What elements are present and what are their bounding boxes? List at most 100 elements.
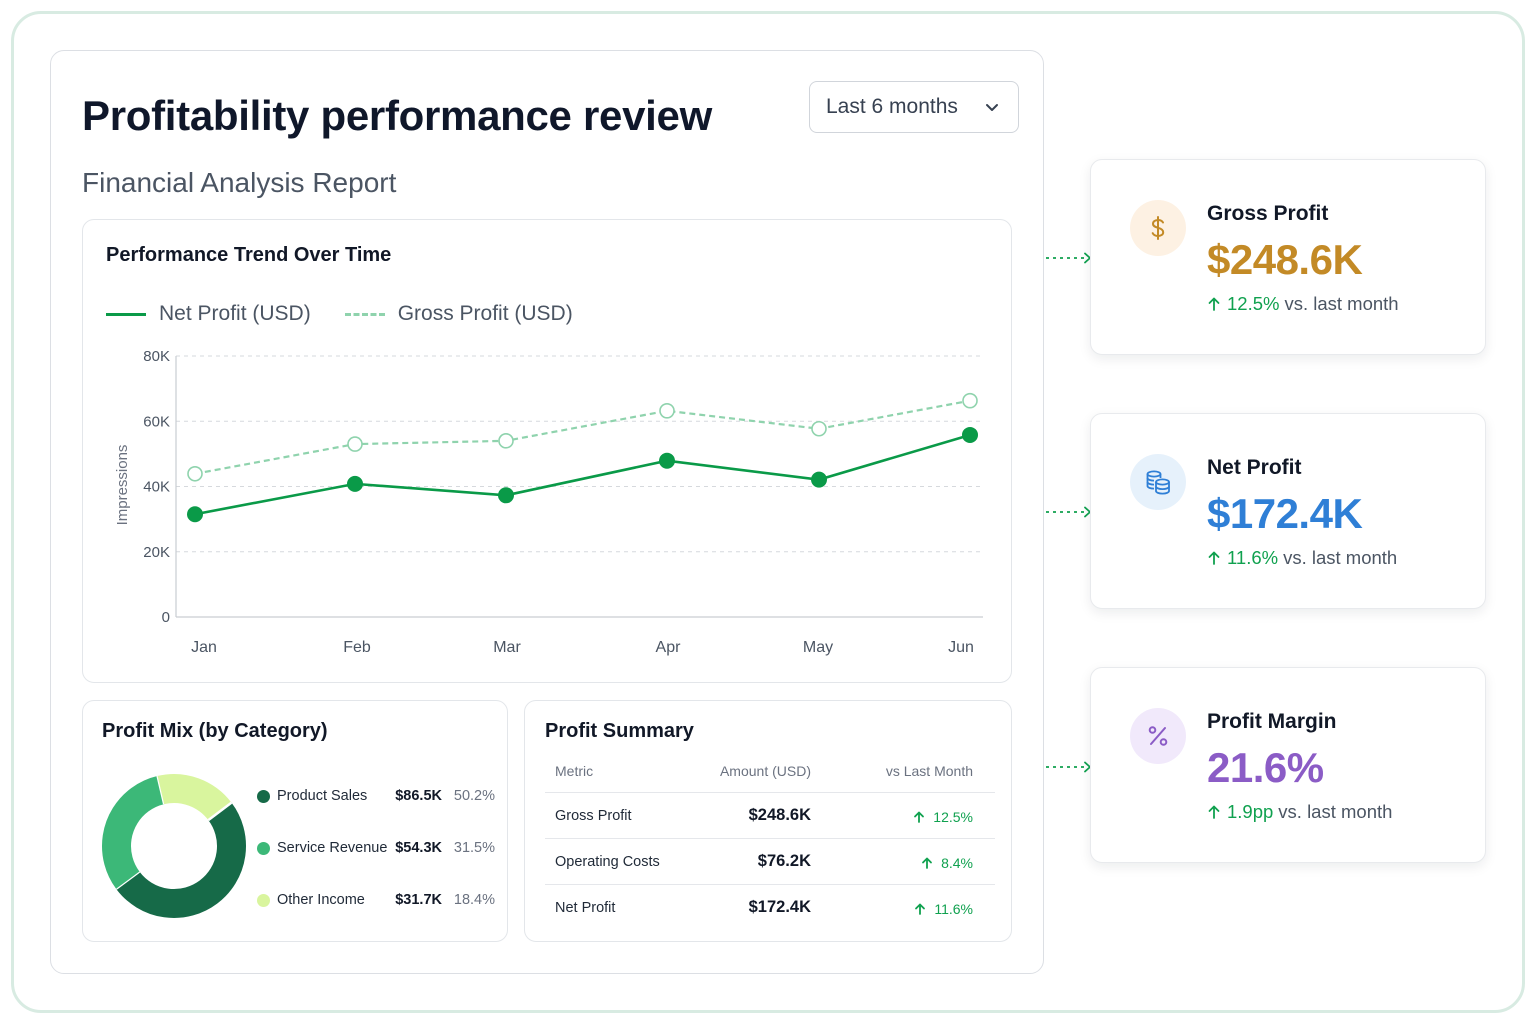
summary-table: Metric Amount (USD) vs Last Month Gross …	[545, 759, 995, 931]
kpi-label: Gross Profit	[1207, 202, 1329, 225]
period-select[interactable]: Last 6 months	[809, 81, 1019, 133]
row-change-value: 12.5%	[933, 809, 973, 825]
row-change: 12.5%	[913, 809, 973, 825]
connector-arrow-icon	[1046, 761, 1091, 773]
kpi-delta: 11.6% vs. last month	[1207, 547, 1397, 569]
mix-percent: 50.2%	[453, 788, 495, 804]
row-change-value: 11.6%	[934, 901, 973, 917]
data-point-gross-profit	[811, 420, 827, 437]
table-row[interactable]: Operating Costs $76.2K 8.4%	[545, 839, 995, 885]
trend-panel: Performance Trend Over Time Net Profit (…	[82, 219, 1012, 683]
page-subtitle: Financial Analysis Report	[82, 167, 397, 198]
data-point-gross-profit	[659, 403, 675, 419]
summary-table-header: Metric Amount (USD) vs Last Month	[545, 759, 995, 793]
kpi-delta-value: 1.9pp	[1227, 801, 1274, 822]
coins-icon	[1146, 470, 1170, 495]
x-tick-label: Jan	[191, 639, 217, 656]
kpi-card-net-profit[interactable]: Net Profit $172.4K 11.6% vs. last month	[1090, 413, 1486, 609]
donut-slice	[101, 774, 246, 919]
period-select-value: Last 6 months	[826, 95, 958, 118]
donut-separator	[207, 801, 233, 822]
legend-label: Net Profit (USD)	[159, 302, 311, 325]
data-point-gross-profit	[498, 433, 514, 449]
trend-panel-title: Performance Trend Over Time	[106, 244, 392, 266]
row-change-value: 8.4%	[941, 855, 973, 871]
arrow-up-icon	[1208, 805, 1220, 819]
row-metric: Net Profit	[555, 900, 616, 916]
kpi-delta-value: 11.6%	[1227, 547, 1279, 568]
column-header-amount[interactable]: Amount (USD)	[719, 763, 811, 779]
mix-dot	[257, 894, 270, 907]
data-point-gross-profit	[187, 465, 203, 482]
column-header-metric[interactable]: Metric	[555, 763, 594, 779]
y-tick-label: 0	[162, 609, 170, 626]
row-metric: Gross Profit	[555, 808, 632, 824]
donut-chart	[101, 774, 246, 919]
data-point-gross-profit	[347, 436, 363, 452]
table-row[interactable]: Net Profit $172.4K 11.6%	[545, 885, 995, 931]
mix-amount: $54.3K	[395, 840, 442, 856]
y-axis-label: Impressions	[114, 445, 131, 526]
data-point-net-profit	[811, 471, 827, 488]
kpi-icon-circle	[1130, 708, 1186, 764]
chart-legend: Net Profit (USD) Gross Profit (USD)	[106, 302, 607, 326]
data-point-net-profit	[659, 452, 675, 469]
trend-chart: 0 20K 40K 60K 80K Jan Feb Mar Apr May Jun Impressio…	[114, 348, 983, 656]
percent-icon	[1148, 726, 1168, 746]
mix-name: Service Revenue	[277, 840, 388, 856]
mix-name: Other Income	[277, 892, 365, 908]
mix-panel: Profit Mix (by Category) Product Sales $…	[82, 700, 508, 942]
legend-swatch-solid	[106, 312, 146, 316]
kpi-card-gross-profit[interactable]: Gross Profit $248.6K 12.5% vs. last mont…	[1090, 159, 1486, 355]
kpi-icon-circle	[1130, 454, 1186, 510]
data-point-gross-profit	[962, 392, 978, 409]
kpi-icon-circle	[1130, 200, 1186, 256]
y-tick-label: 40K	[143, 479, 170, 496]
kpi-value: 21.6%	[1207, 744, 1324, 791]
row-metric: Operating Costs	[555, 854, 660, 870]
connector-arrow-icon	[1046, 506, 1091, 518]
kpi-value: $172.4K	[1207, 490, 1363, 537]
mix-percent: 18.4%	[453, 892, 495, 908]
x-tick-label: Feb	[343, 639, 371, 656]
y-tick-label: 80K	[143, 348, 170, 365]
y-tick-label: 60K	[143, 413, 170, 430]
table-row[interactable]: Gross Profit $248.6K 12.5%	[545, 793, 995, 839]
row-change: 11.6%	[914, 901, 973, 917]
x-tick-label: May	[803, 639, 833, 656]
kpi-label: Profit Margin	[1207, 710, 1337, 733]
mix-percent: 31.5%	[453, 840, 495, 856]
mix-dot	[257, 842, 270, 855]
arrow-up-icon	[1208, 297, 1220, 311]
mix-name: Product Sales	[277, 788, 368, 804]
mix-amount: $86.5K	[395, 788, 442, 804]
summary-panel: Profit Summary Metric Amount (USD) vs La…	[524, 700, 1012, 942]
donut-slice	[102, 774, 246, 918]
summary-panel-title: Profit Summary	[545, 720, 694, 742]
mix-legend-row: Service Revenue $54.3K 31.5%	[255, 838, 495, 860]
x-tick-label: Jun	[948, 639, 974, 656]
arrow-up-icon	[1208, 551, 1220, 565]
column-header-change[interactable]: vs Last Month	[885, 763, 973, 779]
series-line-gross-profit	[194, 399, 971, 475]
legend-item-gross-profit[interactable]: Gross Profit (USD)	[344, 302, 573, 326]
mix-legend-row: Product Sales $86.5K 50.2%	[255, 786, 495, 808]
mix-amount: $31.7K	[395, 892, 442, 908]
legend-label: Gross Profit (USD)	[397, 302, 573, 325]
legend-item-net-profit[interactable]: Net Profit (USD)	[106, 302, 311, 326]
data-point-net-profit	[962, 426, 978, 443]
kpi-value: $248.6K	[1207, 236, 1363, 283]
kpi-delta-suffix: vs. last month	[1283, 547, 1398, 568]
mix-panel-title: Profit Mix (by Category)	[102, 720, 328, 742]
chevron-down-icon	[986, 104, 998, 111]
y-tick-label: 20K	[143, 544, 170, 561]
legend-swatch-dashed	[344, 312, 385, 316]
row-change: 8.4%	[921, 855, 973, 871]
data-point-net-profit	[498, 487, 514, 504]
mix-legend-row: Other Income $31.7K 18.4%	[255, 890, 495, 912]
kpi-delta-suffix: vs. last month	[1284, 293, 1399, 314]
x-tick-label: Mar	[493, 639, 521, 656]
kpi-card-profit-margin[interactable]: Profit Margin 21.6% 1.9pp vs. last month	[1090, 667, 1486, 863]
arrow-up-icon	[915, 903, 926, 915]
data-point-net-profit	[347, 475, 363, 492]
